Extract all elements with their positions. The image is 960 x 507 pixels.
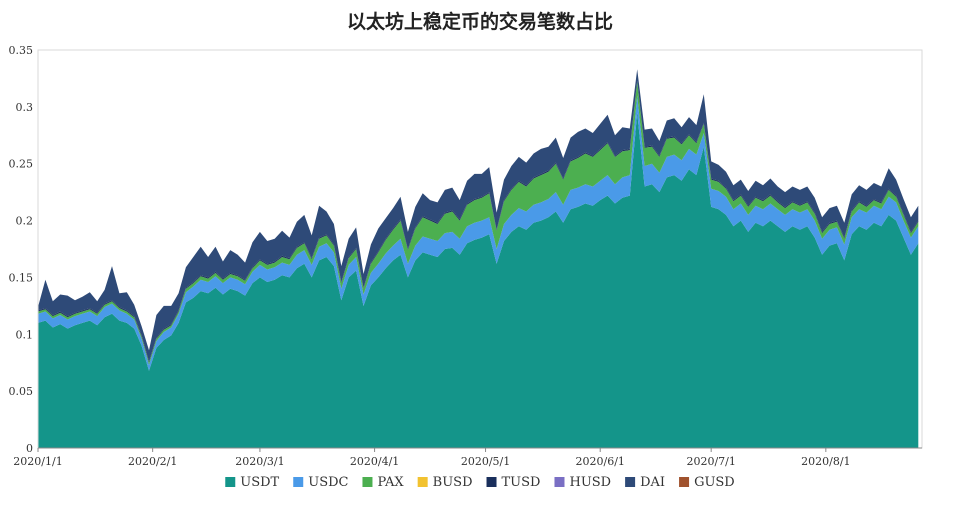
legend-swatch-usdc <box>293 477 304 487</box>
chart-title: 以太坊上稳定币的交易笔数占比 <box>347 10 613 33</box>
axes-group: 0 0.05 0.1 0.15 0.2 0.25 0.3 0.35 2020/1/1 2020/2… <box>9 44 923 468</box>
legend-label-usdt: USDT <box>240 475 279 490</box>
legend-label-usdc: USDC <box>308 475 348 490</box>
legend-swatch-busd <box>417 477 428 487</box>
y-tick-label: 0.05 <box>9 385 34 398</box>
y-tick-label: 0.1 <box>16 328 34 341</box>
legend-label-busd: BUSD <box>433 475 473 490</box>
legend: USDT USDC PAX BUSD TUSD HUSD DAI GUSD <box>225 475 735 490</box>
legend-label-gusd: GUSD <box>694 475 735 490</box>
legend-label-husd: HUSD <box>569 475 611 490</box>
legend-swatch-usdt <box>225 477 236 487</box>
legend-label-dai: DAI <box>640 475 665 490</box>
legend-label-pax: PAX <box>377 475 404 490</box>
x-tick-label: 2020/8/1 <box>801 455 850 468</box>
area-usdt <box>38 112 919 448</box>
area-series-group <box>38 69 919 448</box>
x-tick-label: 2020/2/1 <box>128 455 177 468</box>
x-tick-label: 2020/5/1 <box>461 455 510 468</box>
y-tick-label: 0.25 <box>9 158 34 171</box>
x-tick-label: 2020/7/1 <box>686 455 735 468</box>
y-tick-label: 0 <box>26 442 33 455</box>
y-tick-label: 0.15 <box>9 271 34 284</box>
x-tick-label: 2020/1/1 <box>13 455 62 468</box>
x-tick-label: 2020/6/1 <box>576 455 625 468</box>
y-tick-label: 0.35 <box>9 44 34 57</box>
legend-swatch-husd <box>554 477 565 487</box>
area-usdc <box>38 95 919 371</box>
x-tick-label: 2020/4/1 <box>350 455 399 468</box>
y-tick-label: 0.2 <box>16 215 34 228</box>
legend-label-tusd: TUSD <box>502 475 541 490</box>
y-tick-label: 0.3 <box>16 101 34 114</box>
legend-swatch-tusd <box>486 477 497 487</box>
legend-swatch-gusd <box>679 477 690 487</box>
x-tick-label: 2020/3/1 <box>235 455 284 468</box>
legend-swatch-dai <box>625 477 636 487</box>
legend-swatch-pax <box>362 477 373 487</box>
